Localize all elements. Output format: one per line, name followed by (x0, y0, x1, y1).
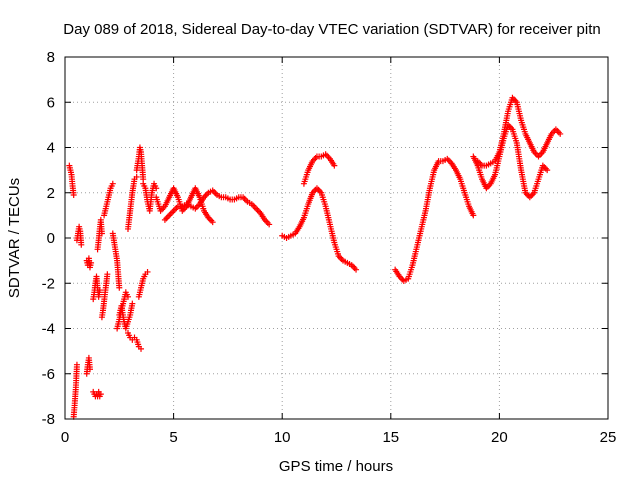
data-point (266, 221, 273, 228)
data-series-segment (133, 144, 147, 183)
plot-frame (64, 56, 609, 420)
data-series-segment (300, 151, 338, 187)
data-point (331, 162, 338, 169)
data-point (88, 259, 95, 266)
x-axis-label: GPS time / hours (279, 458, 393, 475)
data-series-segment (90, 273, 103, 303)
data-point (73, 361, 80, 368)
data-series-segment (279, 185, 360, 273)
data-point (153, 185, 160, 192)
data-series-segment (116, 300, 136, 332)
data-point (557, 130, 564, 137)
data-series-segment (73, 223, 85, 248)
data-series-segment (70, 361, 80, 420)
y-tick-label: 2 (47, 185, 55, 202)
y-axis-label: SDTVAR / TECUs (6, 178, 23, 298)
data-series-segment (474, 94, 564, 169)
data-series-segment (470, 121, 551, 201)
data-series-segment (83, 255, 95, 271)
data-point (104, 271, 111, 278)
x-tick-label: 10 (274, 429, 291, 446)
y-tick-label: 4 (47, 140, 55, 157)
y-tick-label: 8 (47, 49, 55, 66)
data-layer (66, 94, 564, 420)
data-point (353, 266, 360, 273)
data-series-segment (124, 330, 145, 352)
y-tick-label: 0 (47, 230, 55, 247)
x-tick-label: 5 (169, 429, 177, 446)
grid (65, 57, 608, 419)
y-tick-label: -8 (42, 411, 55, 428)
x-tick-label: 0 (61, 429, 69, 446)
data-point (144, 268, 151, 275)
data-point (96, 287, 103, 294)
y-tick-label: -6 (42, 366, 55, 383)
data-point (133, 173, 140, 180)
data-series-segment (161, 187, 273, 228)
data-series-segment (135, 268, 151, 300)
data-point (98, 230, 105, 237)
x-tick-label: 15 (382, 429, 399, 446)
data-series-segment (392, 155, 477, 284)
data-series-segment (98, 271, 111, 321)
y-tick-label: -2 (42, 275, 55, 292)
data-series-segment (66, 162, 77, 199)
chart-title: Day 089 of 2018, Sidereal Day-to-day VTE… (63, 21, 600, 38)
data-point (138, 345, 145, 352)
x-tick-label: 20 (491, 429, 508, 446)
data-point (470, 212, 477, 219)
data-series-segment (90, 388, 104, 400)
y-tick-label: -4 (42, 321, 55, 338)
data-point (78, 241, 85, 248)
data-point (70, 192, 77, 199)
x-tick-label: 25 (600, 429, 617, 446)
data-point (129, 300, 136, 307)
data-point (544, 167, 551, 174)
data-series-segment (101, 180, 116, 219)
y-tick-label: 6 (47, 94, 55, 111)
data-series-segment (83, 354, 93, 377)
data-point (124, 293, 131, 300)
ticks: 0 5 10 15 20 25 -8 -6 -4 -2 0 2 4 6 8 (42, 49, 617, 446)
data-series-segment (124, 173, 140, 232)
data-point (116, 284, 123, 291)
data-point (209, 219, 216, 226)
data-point (109, 180, 116, 187)
data-series-segment (109, 230, 123, 291)
data-point (86, 366, 93, 373)
data-series-segment (94, 216, 105, 253)
data-point (97, 391, 104, 398)
